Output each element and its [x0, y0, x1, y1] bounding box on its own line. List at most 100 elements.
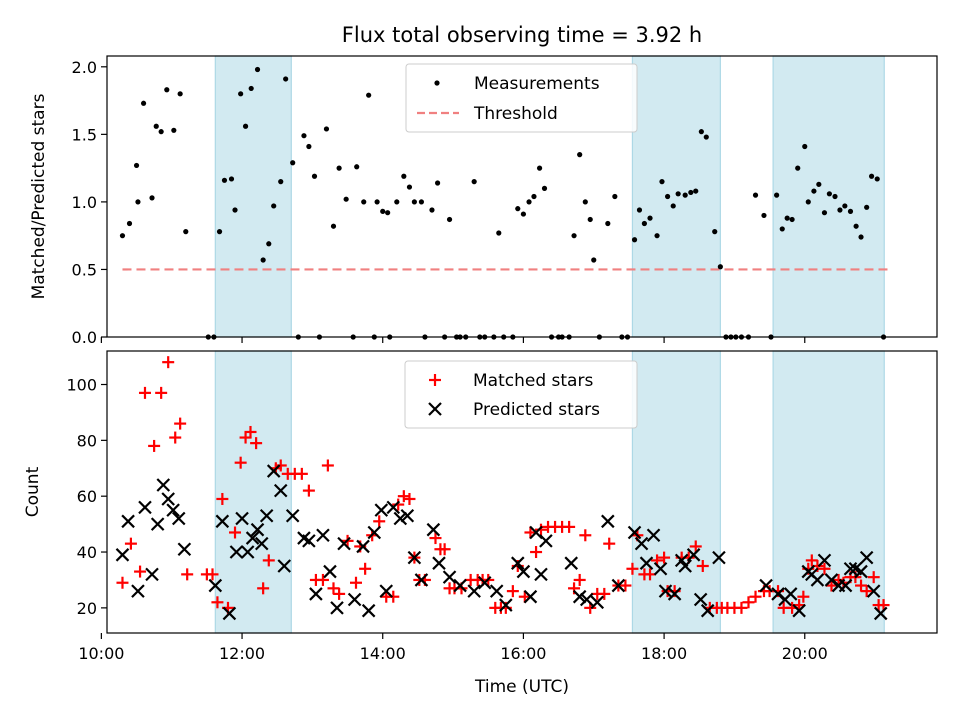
- predicted-star-point: [792, 603, 806, 618]
- matched-star-point: [274, 459, 287, 472]
- bottom-y-tick-label: 80: [77, 431, 97, 450]
- measurement-point: [864, 204, 870, 210]
- predicted-star-point: [266, 464, 281, 478]
- matched-star-point: [403, 492, 416, 505]
- predicted-star-point: [156, 478, 171, 492]
- matched-star-point: [438, 543, 451, 556]
- measurement-point: [126, 220, 133, 227]
- predicted-star-point: [873, 606, 888, 621]
- predicted-star-point: [254, 536, 269, 551]
- measurement-point: [531, 193, 537, 200]
- predicted-star-point: [432, 556, 446, 570]
- matched-star-point: [250, 437, 263, 450]
- measurement-point: [636, 207, 643, 213]
- matched-star-point: [619, 579, 632, 592]
- matched-star-point: [877, 599, 890, 612]
- predicted-star-point: [611, 578, 626, 593]
- measurement-point: [361, 199, 367, 205]
- predicted-star-point: [150, 517, 165, 531]
- measurement-point: [821, 210, 828, 216]
- matched-star-point: [860, 585, 873, 598]
- predicted-star-point: [302, 534, 316, 548]
- top-legend-box: [405, 63, 638, 133]
- top-y-axis-label: Matched/Predicted stars: [29, 93, 49, 299]
- measurement-point: [343, 196, 349, 202]
- predicted-star-point: [627, 525, 642, 540]
- predicted-star-point: [171, 511, 186, 526]
- measurement-point: [354, 164, 360, 170]
- matched-star-point: [530, 546, 543, 559]
- matched-star-point: [216, 492, 229, 505]
- measurement-point: [260, 257, 266, 263]
- measurement-point: [826, 191, 832, 197]
- predicted-star-point: [323, 564, 337, 579]
- predicted-star-point: [235, 511, 249, 526]
- measurement-point: [135, 199, 141, 205]
- measurement-point: [248, 85, 254, 92]
- measurement-point: [842, 203, 848, 209]
- predicted-star-point: [386, 500, 401, 515]
- predicted-star-point: [374, 503, 389, 517]
- predicted-star-point: [572, 589, 587, 604]
- matched-star-point: [333, 587, 346, 600]
- measurement-point: [858, 234, 864, 240]
- measurement-point: [874, 176, 880, 182]
- predicted-star-point: [309, 587, 323, 601]
- measurement-point: [832, 193, 838, 200]
- matched-star-point: [689, 540, 702, 553]
- measurement-point: [471, 179, 477, 185]
- predicted-star-point: [499, 598, 513, 612]
- predicted-star-point: [859, 550, 874, 565]
- measurement-point: [140, 100, 147, 106]
- measurement-point: [216, 229, 223, 235]
- matched-star-point: [321, 459, 334, 472]
- bottom-y-ticks: 20 40 60 80 100: [66, 376, 107, 618]
- legend-matched-marker: [429, 374, 441, 386]
- matched-star-point: [327, 582, 340, 595]
- measurement-point: [434, 180, 441, 186]
- predicted-star-point: [400, 508, 415, 523]
- measurement-point: [587, 216, 593, 223]
- measurement-point: [577, 152, 583, 158]
- legend-measurements-label: Measurements: [474, 74, 600, 94]
- measurement-point: [853, 223, 859, 229]
- measurement-point: [682, 192, 688, 198]
- measurement-point: [133, 162, 140, 169]
- measurement-point: [496, 230, 502, 236]
- matched-star-point: [124, 537, 137, 550]
- matched-star-point: [295, 467, 308, 480]
- predicted-star-point: [634, 536, 649, 551]
- measurement-point: [306, 143, 312, 150]
- predicted-star-point: [646, 528, 661, 543]
- measurement-point: [336, 165, 342, 171]
- matched-star-point: [302, 484, 315, 497]
- predicted-star-point: [511, 556, 525, 570]
- top-y-tick-label: 2.0: [72, 58, 97, 77]
- matched-star-point: [855, 579, 868, 592]
- x-tick-label: 18:00: [641, 644, 687, 663]
- predicted-star-point: [316, 528, 330, 543]
- measurement-point: [385, 210, 391, 216]
- matched-star-point: [867, 571, 880, 584]
- measurement-point: [401, 173, 407, 179]
- measurement-point: [366, 92, 372, 98]
- top-y-tick-label: 1.0: [72, 193, 97, 212]
- predicted-star-point: [453, 578, 467, 593]
- measurement-point: [311, 173, 318, 179]
- measurement-point: [675, 191, 681, 197]
- matched-star-point: [429, 374, 441, 386]
- predicted-star-point: [686, 548, 701, 562]
- predicted-star-point: [273, 483, 288, 498]
- predicted-star-point: [667, 587, 682, 601]
- predicted-star-point: [539, 534, 553, 548]
- predicted-star-point: [285, 508, 300, 523]
- measurement-point: [712, 229, 718, 235]
- measurement-point: [698, 129, 704, 135]
- measurement-point: [221, 177, 228, 183]
- x-tick-label: 20:00: [782, 644, 828, 663]
- measurement-point: [688, 189, 694, 196]
- predicted-star-point: [516, 564, 531, 579]
- predicted-star-point: [215, 514, 230, 529]
- predicted-star-point: [166, 503, 180, 517]
